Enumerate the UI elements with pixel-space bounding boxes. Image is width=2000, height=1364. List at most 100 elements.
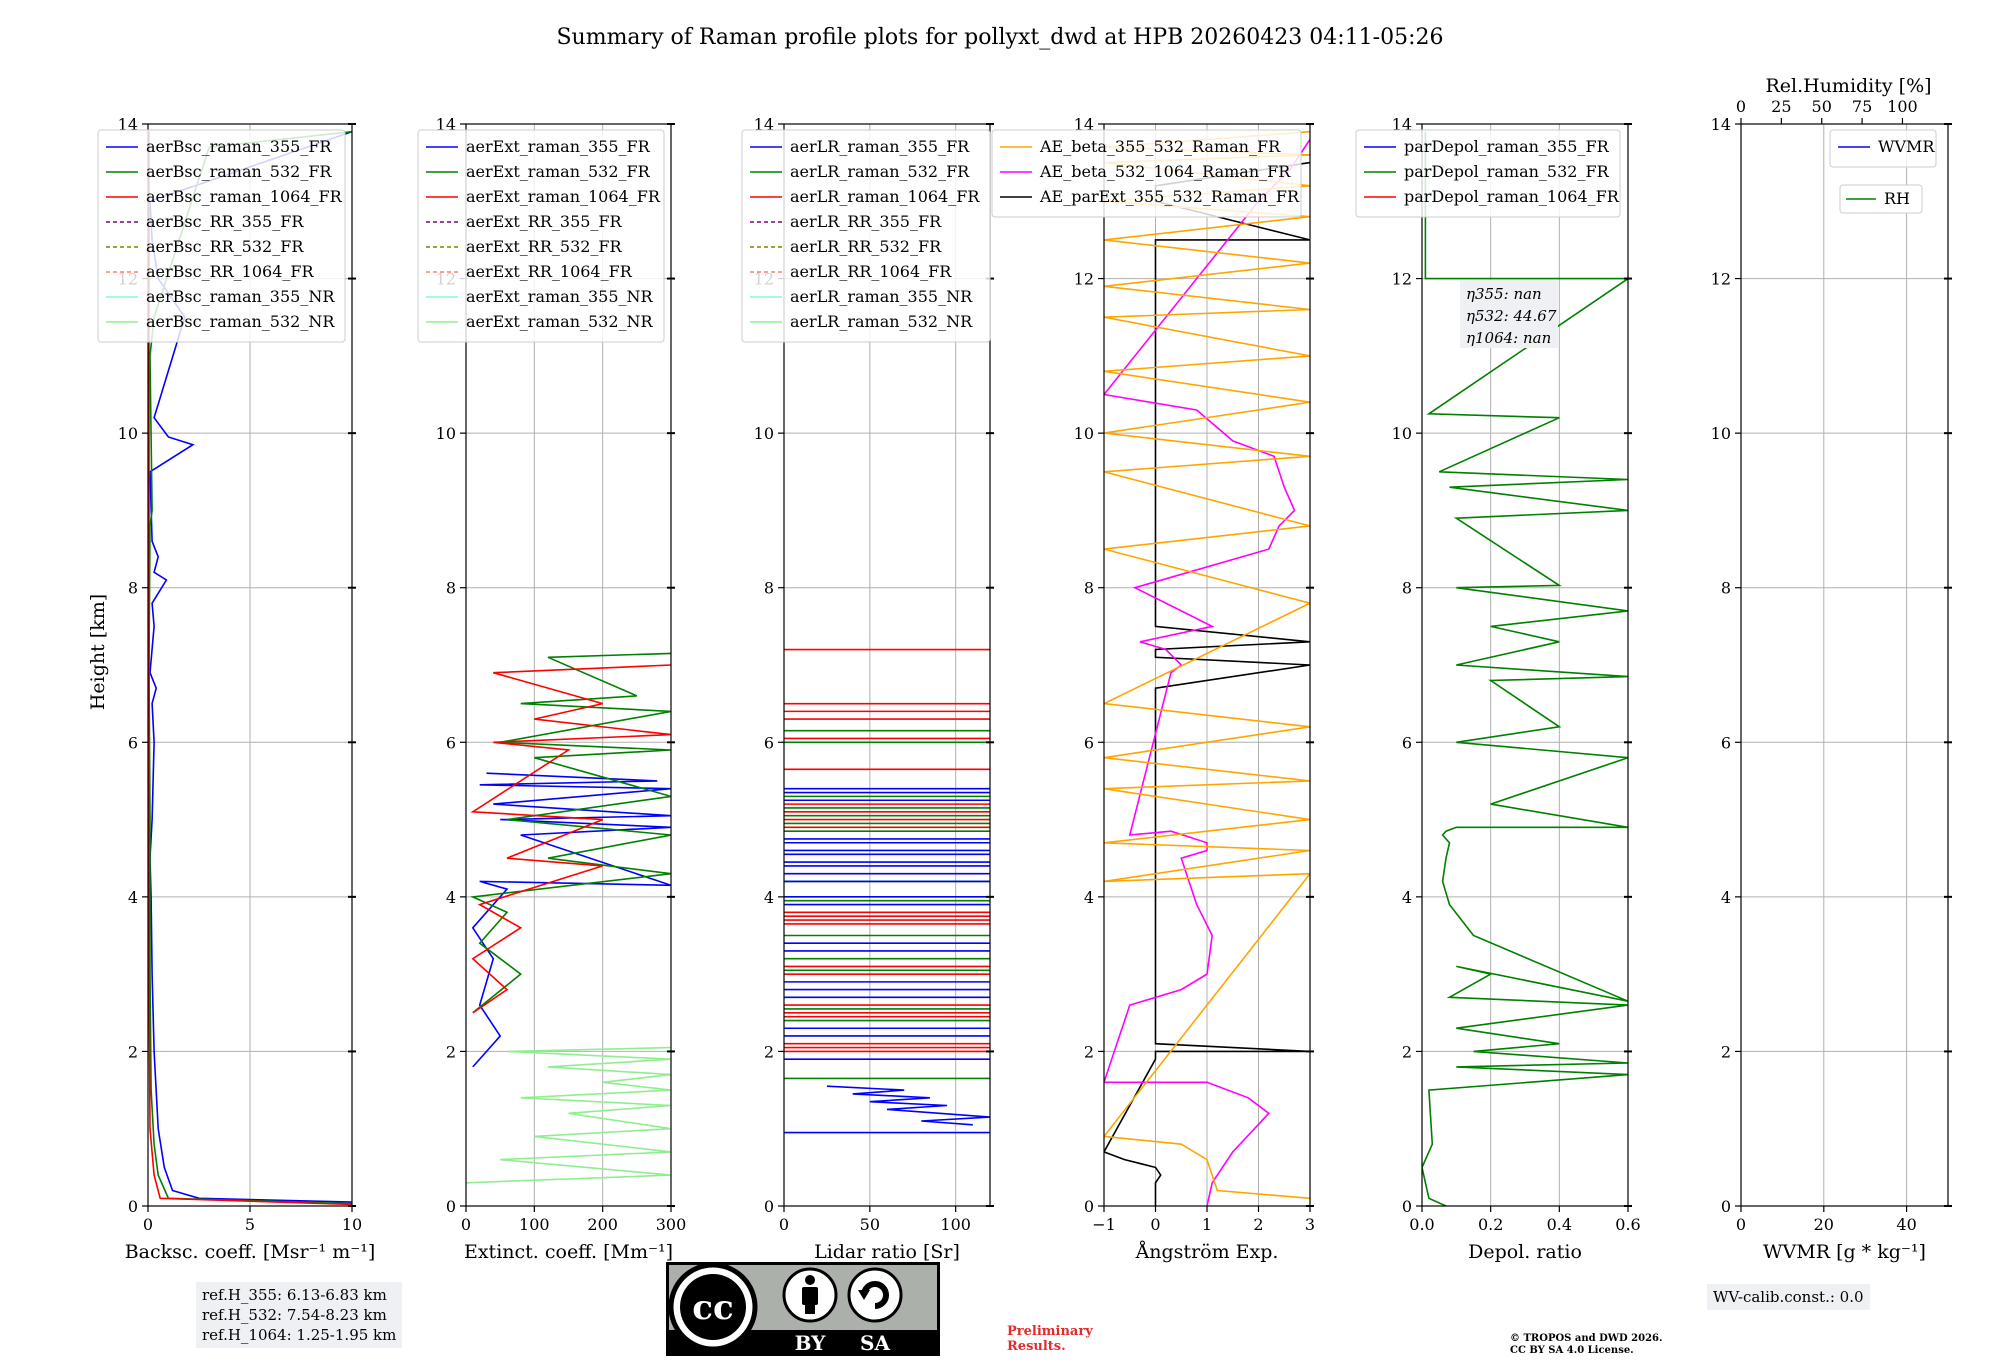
y-tick-label: 14: [118, 115, 138, 134]
series-parDepol_raman_532_FR: [1422, 131, 1628, 1206]
legend-label: aerBsc_raman_1064_FR: [146, 187, 343, 206]
share-alike-icon: [847, 1267, 903, 1323]
legend-label: aerExt_RR_1064_FR: [466, 262, 633, 281]
y-tick-label: 10: [1711, 424, 1731, 443]
series-aerExt_raman_532_NR: [466, 1046, 671, 1184]
y-tick-label: 2: [1084, 1042, 1094, 1061]
share-alike-arrow-icon: [858, 1290, 870, 1300]
panel-data-area: [784, 648, 990, 1134]
eta-value: η1064: nan: [1466, 329, 1551, 347]
legend-label: aerExt_raman_1064_FR: [466, 187, 661, 206]
legend-label: aerExt_raman_532_FR: [466, 162, 651, 181]
y-tick-label: 14: [1711, 115, 1731, 134]
x-tick-label: 100: [519, 1215, 550, 1234]
y-tick-label: 4: [1402, 888, 1412, 907]
x-axis-label: Extinct. coeff. [Mm⁻¹]: [464, 1241, 673, 1263]
y-tick-label: 2: [1402, 1042, 1412, 1061]
y-tick-label: 4: [764, 888, 774, 907]
legend-label: aerExt_raman_532_NR: [466, 312, 654, 331]
cc-text: cc: [692, 1288, 733, 1328]
top-x-tick-label: 25: [1771, 97, 1791, 116]
y-tick-label: 8: [1721, 579, 1731, 598]
y-tick-label: 8: [446, 579, 456, 598]
legend-label: WVMR: [1878, 137, 1935, 156]
panel-extinction: 010020030002468101214Extinct. coeff. [Mm…: [417, 115, 687, 1263]
figure-title: Summary of Raman profile plots for polly…: [556, 25, 1443, 50]
y-tick-label: 8: [128, 579, 138, 598]
preliminary-line-2: Results.: [1007, 1339, 1066, 1354]
y-tick-label: 12: [1711, 270, 1731, 289]
x-tick-label: 10: [342, 1215, 362, 1234]
legend-extinction: aerExt_raman_355_FR aerExt_raman_532_FRae…: [417, 129, 665, 343]
x-tick-label: 0: [1736, 1215, 1746, 1234]
person-head-icon: [805, 1275, 815, 1285]
top-x-tick-label: 75: [1852, 97, 1872, 116]
legend-wvmr: WVMR RH: [1829, 129, 1937, 214]
legend-label: parDepol_raman_1064_FR: [1404, 187, 1620, 206]
top-x-tick-label: 0: [1736, 97, 1746, 116]
y-tick-label: 14: [1392, 115, 1412, 134]
person-body-icon: [802, 1287, 818, 1305]
x-tick-label: 3: [1305, 1215, 1315, 1234]
credits-line-2: CC BY SA 4.0 License.: [1510, 1345, 1634, 1356]
y-tick-label: 4: [1721, 888, 1731, 907]
preliminary-results-note: Preliminary Results.: [1007, 1324, 1093, 1354]
eta-annotation-box: [1460, 280, 1558, 348]
y-tick-label: 4: [1084, 888, 1094, 907]
cc-by-sa-badge: cc BY SA: [666, 1262, 940, 1356]
x-tick-label: 300: [656, 1215, 687, 1234]
x-axis-label: Backsc. coeff. [Msr⁻¹ m⁻¹]: [125, 1241, 376, 1263]
x-tick-label: 2: [1253, 1215, 1263, 1234]
legend-frame: [1355, 129, 1621, 218]
series-AE_parExt_355_532_Raman_FR: [1104, 161, 1310, 1206]
legend-backscatter: aerBsc_raman_355_FR aerBsc_raman_532_FRae…: [97, 129, 346, 343]
credits-note: © TROPOS and DWD 2026. CC BY SA 4.0 Lice…: [1510, 1333, 1662, 1357]
y-tick-label: 0: [764, 1197, 774, 1216]
x-tick-label: 0: [779, 1215, 789, 1234]
legend-frame: [97, 129, 346, 343]
y-tick-label: 12: [1074, 270, 1094, 289]
y-tick-label: 4: [446, 888, 456, 907]
y-tick-label: 0: [128, 1197, 138, 1216]
y-tick-label: 0: [1084, 1197, 1094, 1216]
ref-height-1064: ref.H_1064: 1.25-1.95 km: [202, 1326, 397, 1344]
x-axis-label: Ångström Exp.: [1135, 1241, 1279, 1263]
panel-frame: [465, 123, 672, 1207]
legend-label: aerLR_raman_355_FR: [790, 137, 970, 156]
share-alike-arc-icon: [861, 1281, 889, 1309]
by-label: BY: [795, 1331, 827, 1355]
sa-label: SA: [860, 1331, 890, 1355]
legend-label: AE_beta_532_1064_Raman_FR: [1039, 162, 1291, 181]
wv-calib-text: WV-calib.const.: 0.0: [1713, 1288, 1864, 1306]
y-tick-label: 4: [128, 888, 138, 907]
panel-frame: [1740, 123, 1949, 1207]
legend-label: aerExt_RR_355_FR: [466, 212, 623, 231]
legend-frame: [741, 129, 991, 343]
ref-height-532: ref.H_532: 7.54-8.23 km: [202, 1306, 387, 1324]
top-x-axis-label: Rel.Humidity [%]: [1765, 75, 1931, 97]
legend-frame: [1829, 129, 1937, 168]
panel-frame: [1421, 123, 1629, 1207]
legend-label: aerLR_raman_1064_FR: [790, 187, 980, 206]
legend-depol: parDepol_raman_355_FR parDepol_raman_532_…: [1355, 129, 1621, 218]
x-tick-label: 100: [940, 1215, 971, 1234]
y-tick-label: 10: [118, 424, 138, 443]
cc-inner-icon: [680, 1274, 746, 1340]
legend-angstrom: AE_beta_355_532_Raman_FR AE_beta_532_1064…: [991, 129, 1302, 218]
legend-label: aerLR_raman_355_NR: [790, 287, 973, 306]
y-tick-label: 2: [764, 1042, 774, 1061]
y-tick-label: 2: [446, 1042, 456, 1061]
y-tick-label: 6: [1402, 733, 1412, 752]
top-x-tick-label: 50: [1812, 97, 1832, 116]
y-tick-label: 6: [128, 733, 138, 752]
y-tick-label: 10: [1392, 424, 1412, 443]
eta-value: η355: nan: [1466, 285, 1542, 303]
legend2-frame: [1839, 184, 1923, 214]
y-tick-label: 0: [1721, 1197, 1731, 1216]
legend-label: aerLR_raman_532_FR: [790, 162, 970, 181]
y-tick-label: 8: [764, 579, 774, 598]
x-axis-label: Depol. ratio: [1468, 1241, 1582, 1263]
x-tick-label: 0.2: [1478, 1215, 1503, 1234]
panel-backscatter: 051002468101214Backsc. coeff. [Msr⁻¹ m⁻¹…: [97, 115, 376, 1263]
